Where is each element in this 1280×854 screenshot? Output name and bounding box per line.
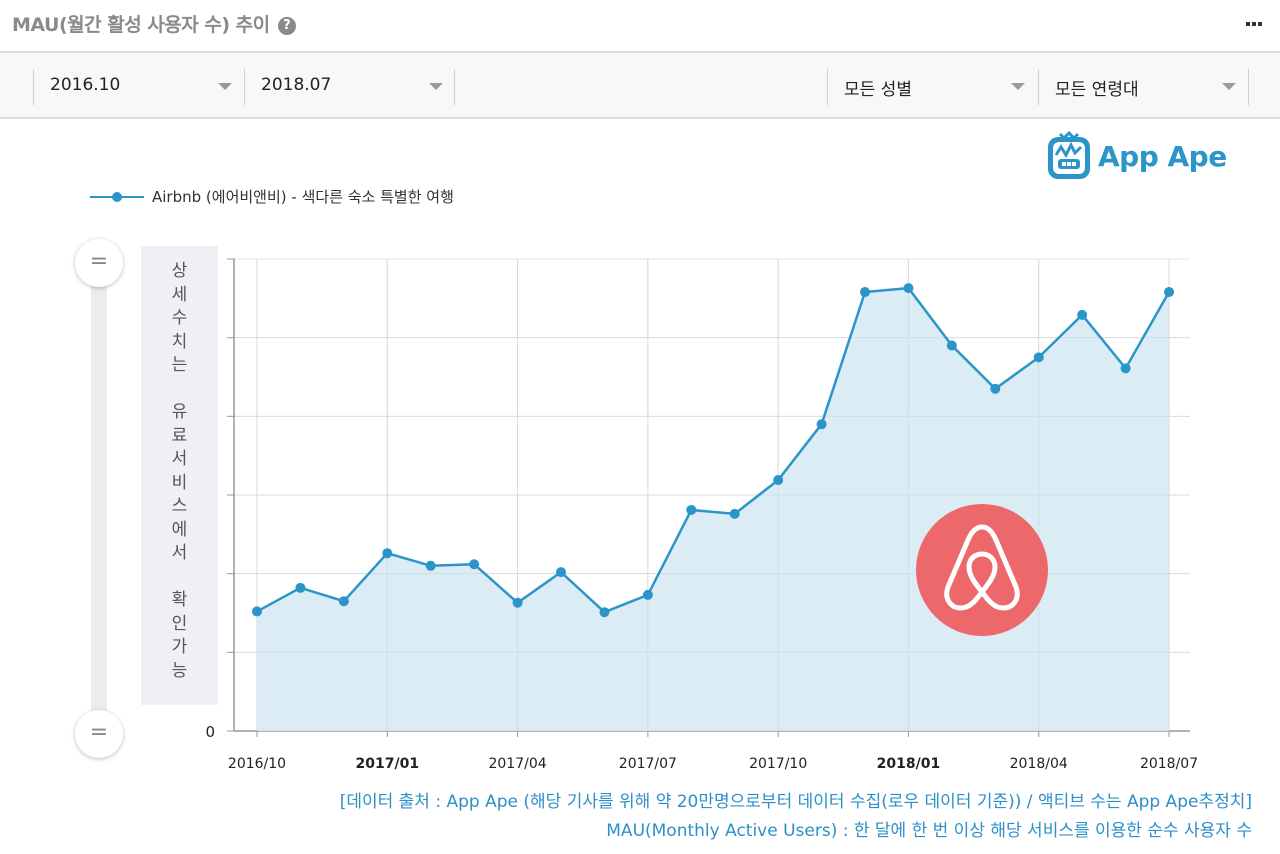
more-dots-icon[interactable] (1246, 22, 1262, 26)
page-title: MAU(월간 활성 사용자 수) 추이? (12, 10, 296, 37)
data-point[interactable] (1164, 287, 1175, 298)
end-date-select[interactable]: 2018.07 (244, 69, 455, 105)
data-source-footer: [데이터 출처 : App Ape (해당 기사를 위해 약 20만명으로부터 … (340, 788, 1252, 846)
legend-marker-icon (90, 191, 144, 202)
chevron-down-icon (429, 83, 443, 90)
data-point[interactable] (686, 504, 697, 515)
x-tick-label: 2017/04 (488, 756, 546, 772)
paid-note-char: 서 (171, 543, 188, 563)
divider (1248, 69, 1249, 105)
y-tick-label: 0 (205, 723, 215, 741)
paid-note-char: 비 (171, 472, 188, 493)
gender-select[interactable]: 모든 성별 (827, 69, 1038, 105)
slider-handle-bottom[interactable]: = (75, 710, 123, 758)
data-point[interactable] (1120, 363, 1131, 374)
x-tick-label: 2018/01 (877, 756, 941, 772)
data-point[interactable] (338, 596, 349, 607)
chevron-down-icon (1222, 83, 1236, 90)
question-circle-icon[interactable]: ? (277, 17, 296, 35)
airbnb-logo-icon (916, 504, 1048, 636)
footer-source-line: [데이터 출처 : App Ape (해당 기사를 위해 약 20만명으로부터 … (339, 792, 1252, 812)
title-bar: MAU(월간 활성 사용자 수) 추이? (0, 0, 1280, 50)
paid-note-char: 능 (171, 660, 188, 681)
x-tick-label: 2017/10 (749, 756, 807, 772)
data-point[interactable] (295, 582, 306, 593)
data-point[interactable] (860, 287, 871, 298)
mau-line-chart: 2016/10 2017/01 2017/04 2017/07 2017/10 2018/… (205, 258, 1198, 772)
paid-note-char: 는 (171, 355, 188, 375)
data-point[interactable] (599, 607, 610, 618)
data-point[interactable] (425, 560, 436, 571)
area-fill (257, 288, 1170, 731)
app-ape-logo: App Ape (1046, 131, 1227, 181)
x-tick-label: 2017/01 (356, 756, 420, 772)
data-point[interactable] (816, 419, 827, 430)
series-line (256, 286, 1171, 614)
filter-bar: 2016.10 2018.07 모든 성별 모든 연령대 (0, 51, 1280, 119)
data-point[interactable] (1033, 352, 1044, 363)
data-point[interactable] (252, 606, 262, 617)
start-date-value: 2016.10 (50, 75, 121, 95)
paid-note-char: 료 (171, 425, 188, 446)
paid-note-char: 치 (171, 331, 188, 352)
footer-mau-definition: MAU(Monthly Active Users) : 한 달에 한 번 이상 … (606, 821, 1252, 841)
data-point[interactable] (382, 548, 393, 559)
paid-note-char: 가 (171, 637, 188, 657)
paid-note-char: 스 (171, 496, 188, 516)
slider-handle-top[interactable]: = (75, 239, 123, 287)
data-point[interactable] (469, 559, 480, 570)
divider (454, 69, 455, 105)
paid-note-char: 수 (171, 308, 188, 328)
data-point[interactable] (642, 589, 653, 600)
paid-note-char: 인 (171, 613, 188, 634)
data-point[interactable] (773, 475, 784, 486)
paid-note-char: 세 (171, 284, 188, 305)
data-point[interactable] (556, 567, 567, 578)
data-point[interactable] (512, 597, 523, 608)
paid-note-char: 서 (171, 449, 188, 469)
x-tick-label: 2018/07 (1140, 756, 1198, 772)
chevron-down-icon (1011, 83, 1025, 90)
logo-text: App Ape (1098, 139, 1227, 173)
range-slider-track[interactable] (91, 284, 107, 716)
gender-value: 모든 성별 (844, 80, 912, 100)
data-point[interactable] (946, 340, 957, 351)
x-tick-label: 2016/10 (228, 756, 286, 772)
data-point[interactable] (990, 383, 1001, 394)
data-point[interactable] (903, 283, 914, 294)
legend-label: Airbnb (에어비앤비) - 색다른 숙소 특별한 여행 (152, 188, 454, 206)
paid-note-char: 유 (171, 402, 188, 422)
start-date-select[interactable]: 2016.10 (33, 69, 244, 105)
x-tick-label: 2018/04 (1010, 756, 1068, 772)
title-text: MAU(월간 활성 사용자 수) 추이 (12, 14, 270, 36)
age-select[interactable]: 모든 연령대 (1038, 69, 1249, 105)
data-point[interactable] (1077, 309, 1088, 320)
end-date-value: 2018.07 (261, 75, 332, 95)
paid-note-char: 상 (171, 261, 188, 281)
paid-note-char: 에 (171, 519, 188, 540)
paid-note-char: 확 (171, 590, 188, 610)
chevron-down-icon (218, 83, 232, 90)
chart-legend[interactable]: Airbnb (에어비앤비) - 색다른 숙소 특별한 여행 (90, 186, 454, 207)
age-value: 모든 연령대 (1055, 80, 1139, 100)
x-tick-label: 2017/07 (619, 756, 677, 772)
app-ape-monkey-icon (1048, 131, 1090, 179)
data-point[interactable] (729, 508, 740, 519)
